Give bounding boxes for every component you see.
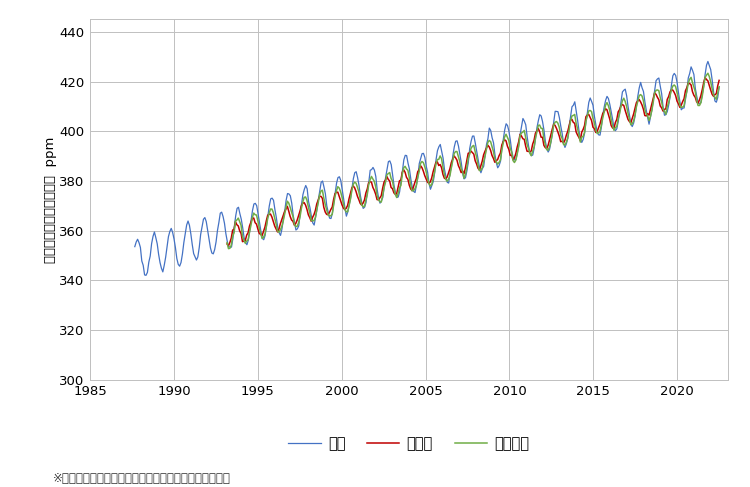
綿里 — [364, 179, 374, 185]
南鳥島 — [419, 168, 428, 174]
与那国島 — [704, 70, 712, 76]
与那国島 — [328, 211, 337, 217]
与那国島 — [270, 215, 279, 221]
綿里 — [347, 185, 356, 191]
綿里 — [213, 227, 222, 233]
南鳥島 — [429, 169, 438, 175]
Line: 南鳥島: 南鳥島 — [227, 77, 719, 246]
綿里 — [234, 205, 243, 210]
Legend: 綿里, 南鳥島, 与那国島: 綿里, 南鳥島, 与那国島 — [283, 431, 535, 457]
南鳥島 — [223, 241, 232, 247]
与那国島 — [325, 213, 334, 219]
与那国島 — [224, 246, 233, 252]
南鳥島 — [328, 204, 337, 210]
与那国島 — [419, 160, 428, 166]
南鳥島 — [224, 243, 233, 249]
南鳥島 — [325, 210, 334, 216]
綿里 — [715, 85, 724, 91]
Text: ※出典　二酸化炭素濃度の経年変化（気象庁）から作成: ※出典 二酸化炭素濃度の経年変化（気象庁）から作成 — [53, 471, 230, 485]
与那国島 — [429, 176, 438, 182]
綿里 — [130, 244, 140, 249]
南鳥島 — [702, 76, 711, 82]
与那国島 — [700, 75, 709, 80]
Line: 綿里: 綿里 — [135, 61, 719, 275]
与那国島 — [715, 84, 724, 90]
南鳥島 — [270, 223, 279, 229]
Line: 与那国島: 与那国島 — [227, 73, 719, 249]
南鳥島 — [715, 77, 724, 83]
綿里 — [704, 58, 712, 64]
綿里 — [387, 162, 396, 168]
Y-axis label: 大気中の二酸化炭素濃度  ppm: 大気中の二酸化炭素濃度 ppm — [44, 136, 57, 263]
綿里 — [331, 189, 340, 195]
綿里 — [142, 272, 151, 278]
与那国島 — [223, 240, 232, 245]
南鳥島 — [700, 75, 709, 80]
